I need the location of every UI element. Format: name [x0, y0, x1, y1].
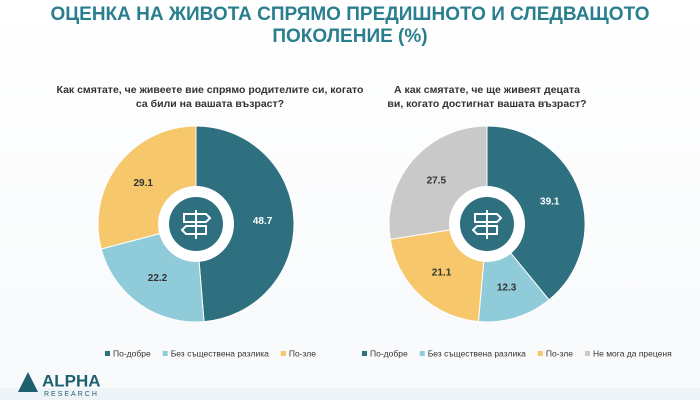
legend-label: Без съществена разлика — [171, 348, 269, 358]
legend-swatch — [280, 351, 286, 356]
legend-swatch — [537, 351, 543, 356]
legend-swatch — [362, 351, 367, 356]
legend-label: Без съществена разлика — [428, 348, 526, 358]
signpost-icon — [471, 210, 503, 239]
logo-name: ALPHA — [42, 371, 101, 390]
logo-mark — [18, 372, 38, 392]
chart-question: Как смятате, че живеете вие спрямо родит… — [57, 84, 364, 110]
slide-title: ОЦЕНКА НА ЖИВОТА СПРЯМО ПРЕДИШНОТО И СЛЕ… — [50, 4, 650, 47]
slice-label: 22.2 — [148, 273, 168, 284]
legend-label: По-добре — [113, 348, 151, 358]
pie-slice — [195, 125, 295, 323]
slice-label: 39.1 — [540, 196, 560, 207]
signpost-icon — [180, 210, 212, 239]
legend-swatch — [584, 351, 590, 356]
legend-label: Не мога да преценя — [593, 348, 672, 358]
slice-label: 48.7 — [253, 216, 273, 227]
slice-label: 12.3 — [497, 282, 517, 293]
legend-swatch — [105, 351, 110, 356]
slice-label: 21.1 — [432, 267, 452, 278]
legend-label: По-зле — [289, 348, 316, 358]
slice-label: 29.1 — [133, 178, 153, 189]
legend-label: По-добре — [370, 348, 408, 358]
pie-slice — [486, 125, 586, 301]
legend-swatch — [419, 351, 425, 356]
logo-sub: RESEARCH — [44, 391, 99, 398]
snow-ground — [0, 388, 700, 400]
legend-swatch — [162, 351, 168, 356]
chart-question: А как смятате, че ще живеят децата ви, ко… — [387, 84, 586, 110]
legend-label: По-зле — [546, 348, 573, 358]
slice-label: 27.5 — [427, 175, 447, 186]
